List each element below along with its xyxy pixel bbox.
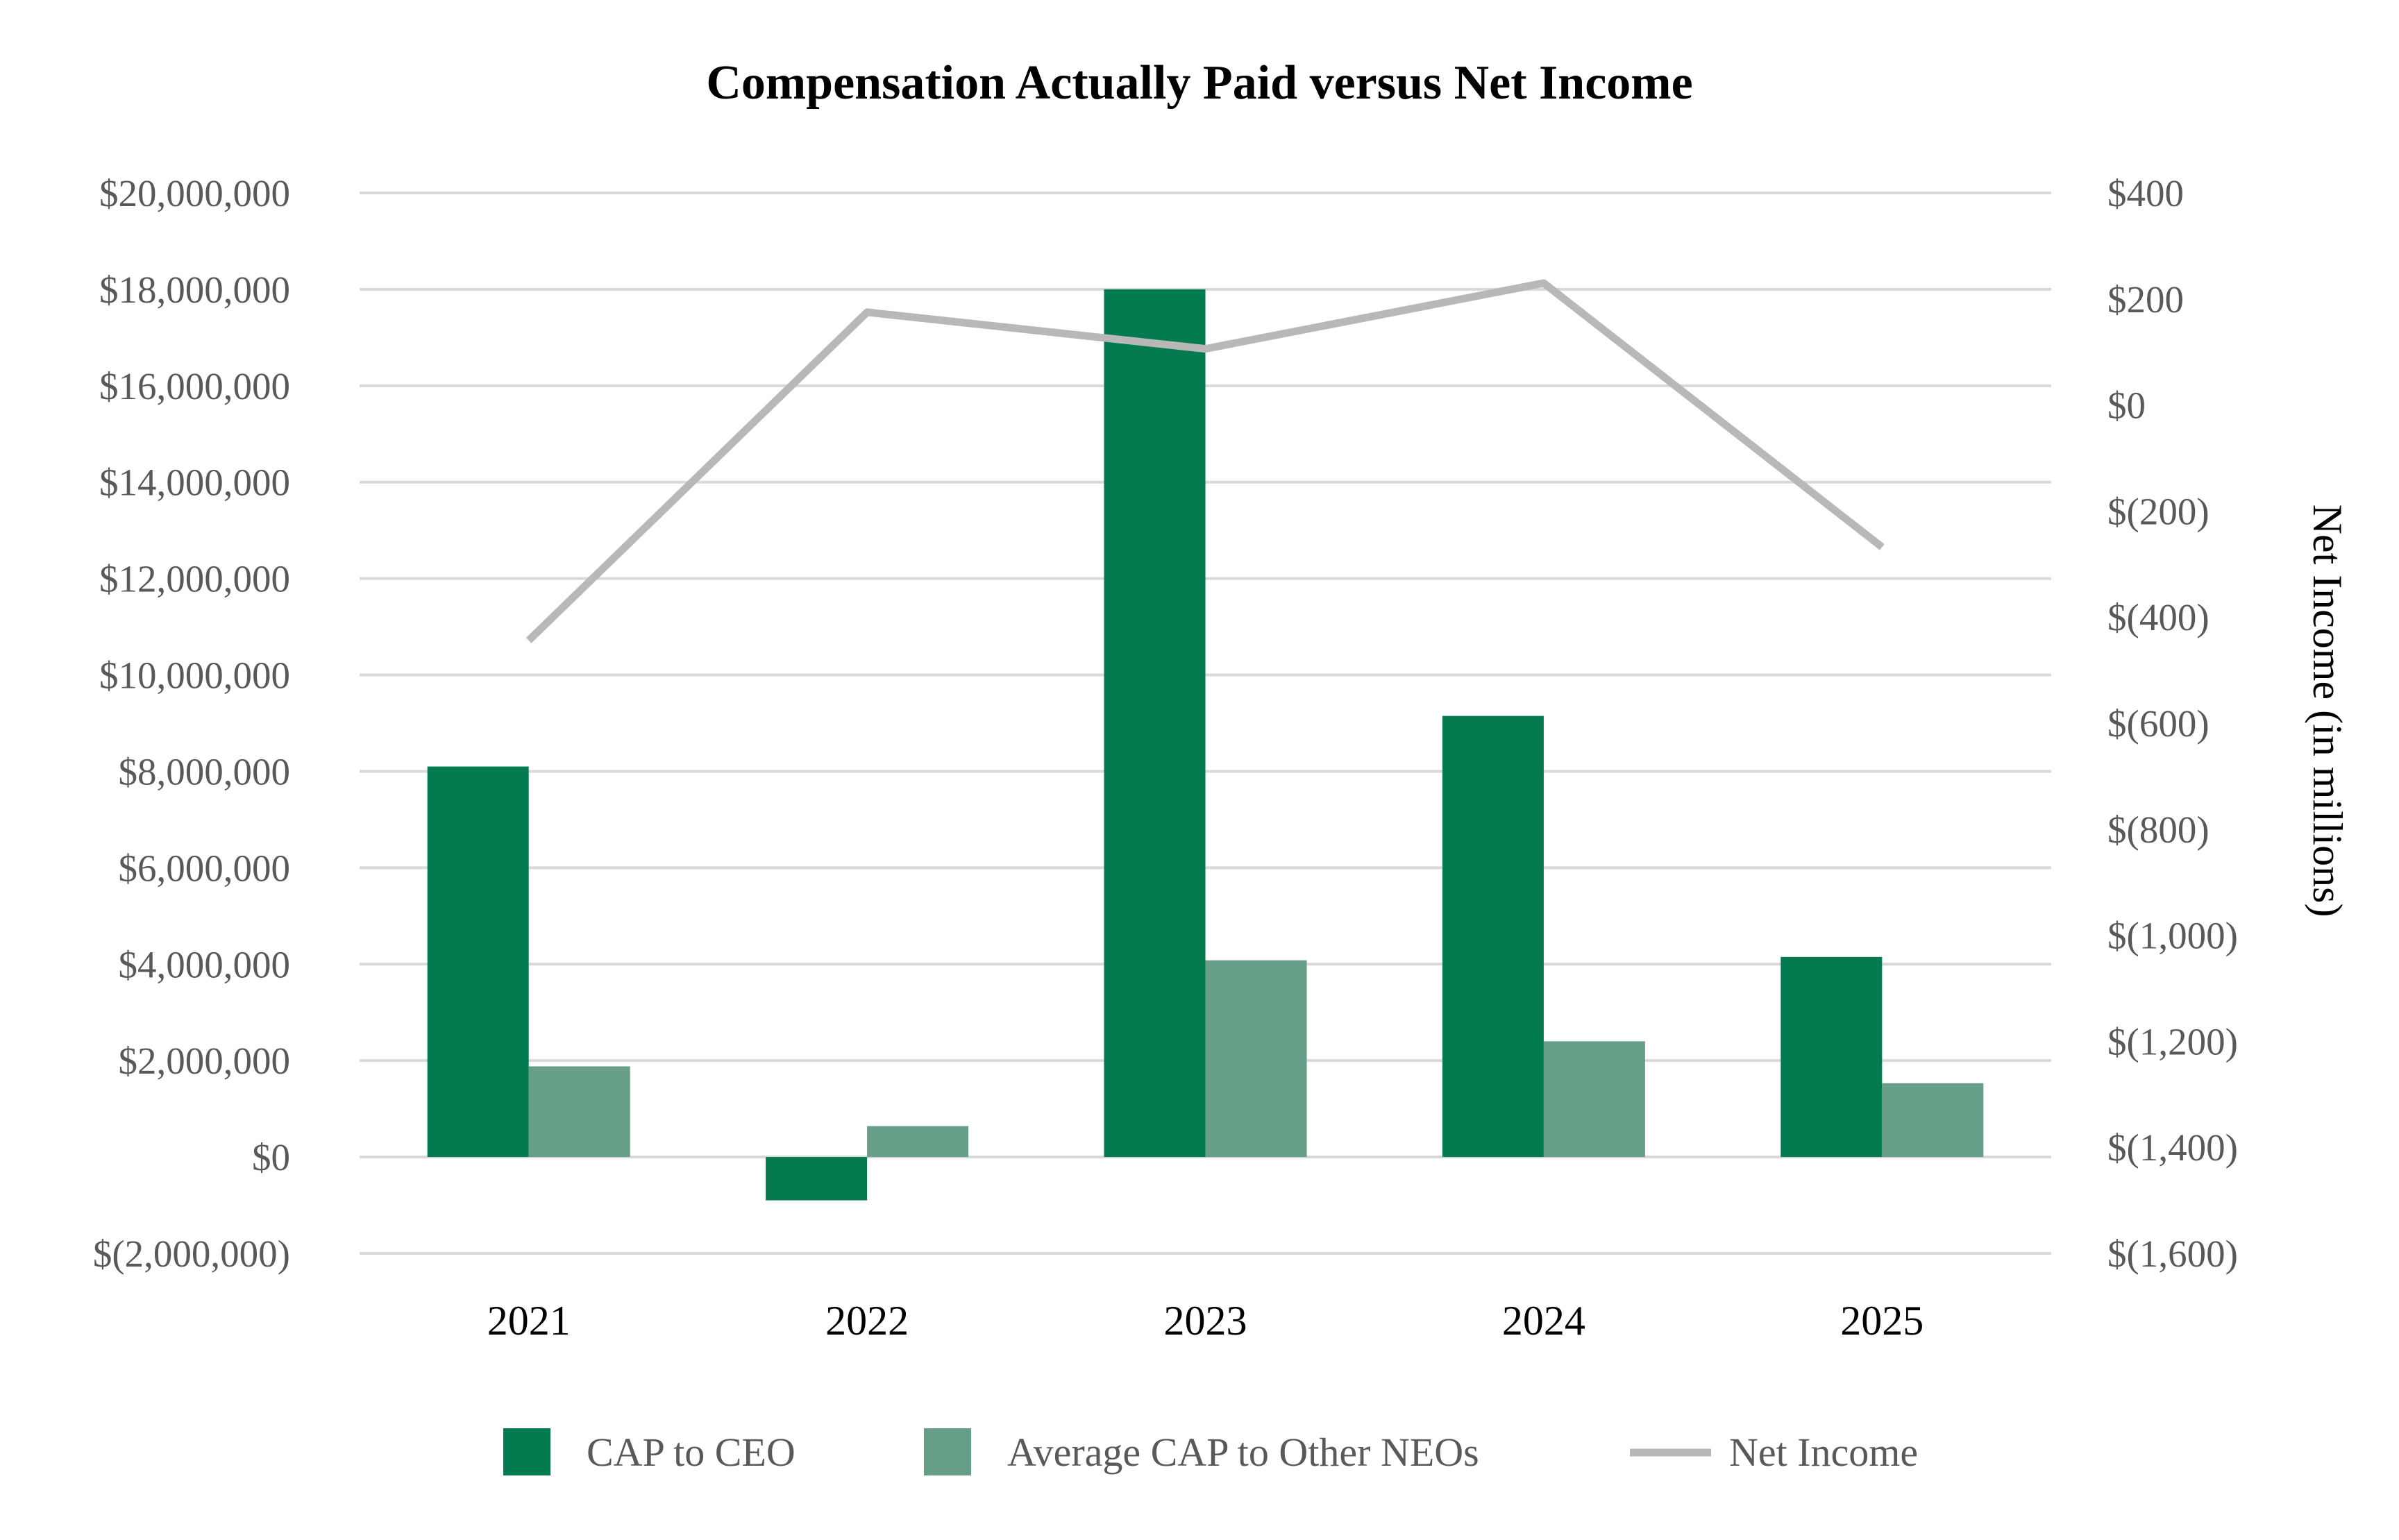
x-tick-label: 2025: [1840, 1298, 1924, 1344]
neo-bar: [867, 1126, 968, 1157]
x-tick-label: 2022: [825, 1298, 909, 1344]
legend-swatch: [503, 1428, 550, 1475]
left-tick-label: $6,000,000: [119, 847, 291, 889]
chart-title: Compensation Actually Paid versus Net In…: [706, 56, 1692, 110]
bars: [428, 289, 1984, 1201]
x-tick-label: 2021: [487, 1298, 571, 1344]
legend: CAP to CEO Average CAP to Other NEOs Net I…: [503, 1428, 1918, 1475]
left-axis-ticks: $(2,000,000) $0 $2,000,000 $4,000,000 $6,000…: [93, 172, 290, 1275]
left-tick-label: $12,000,000: [99, 558, 290, 600]
right-axis-ticks: $(1,600) $(1,400) $(1,200) $(1,000) $(800) $(…: [2107, 172, 2238, 1275]
right-tick-label: $(1,600): [2107, 1233, 2238, 1275]
neo-bar: [1882, 1083, 1983, 1157]
left-tick-label: $10,000,000: [99, 654, 290, 697]
neo-bar: [529, 1067, 630, 1158]
right-tick-label: $0: [2107, 384, 2146, 427]
right-tick-label: $400: [2107, 172, 2184, 214]
legend-label: Net Income: [1729, 1430, 1918, 1475]
x-tick-label: 2024: [1502, 1298, 1585, 1344]
neo-bar: [1206, 961, 1307, 1157]
ceo-bar: [1781, 957, 1882, 1157]
x-tick-label: 2023: [1164, 1298, 1247, 1344]
right-tick-label: $(1,400): [2107, 1126, 2238, 1169]
ceo-bar: [1442, 716, 1544, 1158]
x-axis-ticks: 2021 2022 2023 2024 2025: [487, 1298, 1924, 1344]
right-tick-label: $(1,200): [2107, 1020, 2238, 1063]
right-tick-label: $(1,000): [2107, 915, 2238, 957]
right-tick-label: $(400): [2107, 596, 2209, 638]
ceo-bar: [1104, 289, 1206, 1157]
right-tick-label: $(600): [2107, 702, 2209, 745]
ceo-bar: [766, 1157, 867, 1201]
right-axis-label: Net Income (in millions): [2305, 505, 2350, 917]
right-tick-label: $(800): [2107, 809, 2209, 851]
left-tick-label: $4,000,000: [119, 943, 291, 985]
left-tick-label: $0: [252, 1136, 290, 1178]
right-tick-label: $200: [2107, 278, 2184, 321]
neo-bar: [1544, 1041, 1645, 1157]
legend-label: CAP to CEO: [587, 1430, 796, 1475]
left-tick-label: $2,000,000: [119, 1040, 291, 1082]
left-tick-label: $20,000,000: [99, 172, 290, 214]
ceo-bar: [428, 767, 529, 1158]
left-tick-label: $14,000,000: [99, 462, 290, 504]
right-tick-label: $(200): [2107, 490, 2209, 532]
left-tick-label: $(2,000,000): [93, 1233, 290, 1275]
left-tick-label: $18,000,000: [99, 269, 290, 311]
legend-label: Average CAP to Other NEOs: [1007, 1430, 1479, 1475]
left-tick-label: $8,000,000: [119, 750, 291, 793]
legend-swatch: [924, 1428, 971, 1475]
left-tick-label: $16,000,000: [99, 365, 290, 407]
